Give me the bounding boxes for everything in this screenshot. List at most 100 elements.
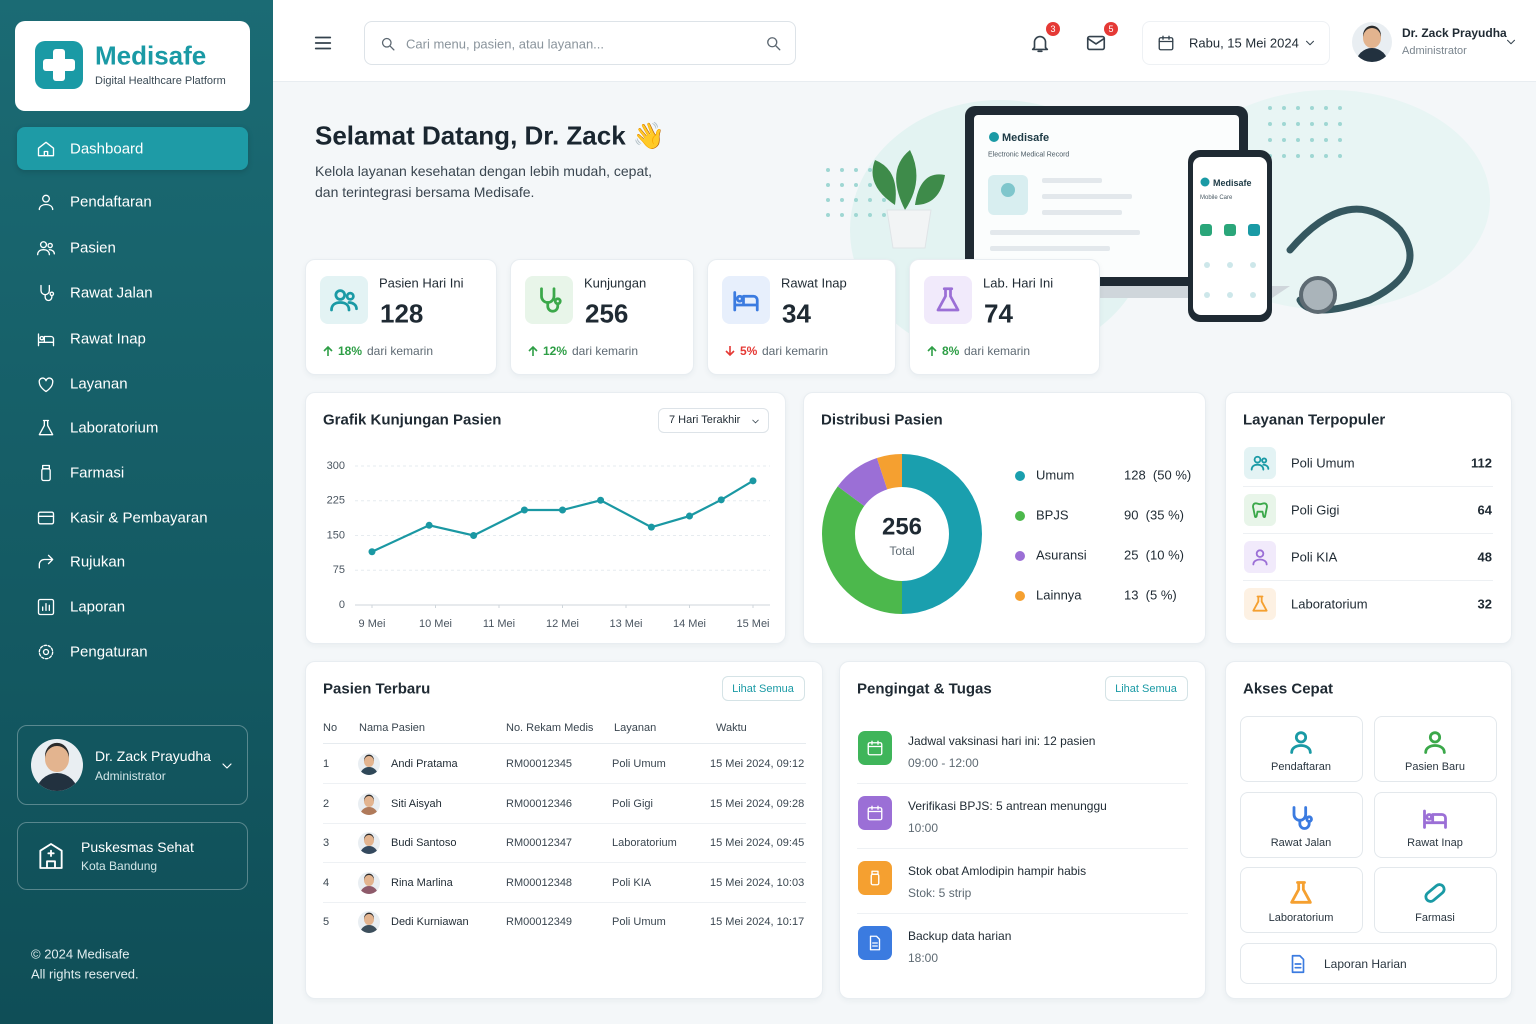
- search-box[interactable]: [364, 21, 796, 65]
- icon: [767, 37, 781, 51]
- avatar-body: [360, 767, 378, 775]
- illustration-part: [1296, 106, 1300, 110]
- trend-arrow: [323, 345, 333, 356]
- icon-part: [733, 291, 759, 312]
- icon-part: [1086, 35, 1106, 51]
- table-cell: RM00012349: [506, 916, 573, 928]
- divider: [857, 783, 1188, 784]
- quick-label: Laboratorium: [1268, 912, 1334, 924]
- search-placeholder: Cari menu, pasien, atau layanan...: [406, 36, 605, 52]
- avatar-body: [360, 925, 378, 933]
- icon: [1424, 883, 1446, 903]
- illustration-part: [1324, 154, 1328, 158]
- avatar-body: [1356, 48, 1388, 62]
- icon-part: [1506, 39, 1516, 45]
- reminder-title: Jadwal vaksinasi hari ini: 12 pasien: [908, 734, 1096, 748]
- table-cell: Rina Marlina: [391, 876, 453, 889]
- icon: [1290, 881, 1312, 904]
- reminder-title: Backup data harian: [908, 929, 1012, 943]
- icon-part: [867, 740, 883, 748]
- avatar: [358, 832, 380, 854]
- icon-part: [222, 763, 232, 769]
- quick-tile[interactable]: [1374, 716, 1497, 782]
- logo-cross-h: [43, 59, 75, 71]
- icon: [37, 141, 55, 157]
- icon-part: [37, 249, 55, 256]
- icon-part: [47, 242, 53, 249]
- hero-subtitle: Kelola layanan kesehatan dengan lebih mu…: [315, 163, 653, 179]
- table-header: Nama Pasien: [359, 722, 426, 734]
- quick-tile[interactable]: [1240, 943, 1497, 984]
- table-cell: Poli Gigi: [612, 797, 653, 810]
- icon-part: [389, 45, 395, 51]
- hero-subtitle: dan terintegrasi bersama Medisafe.: [315, 184, 535, 200]
- table-header: No: [323, 722, 338, 734]
- quick-label: Rawat Inap: [1407, 837, 1463, 849]
- icon-part: [540, 287, 556, 304]
- icon-part: [867, 742, 883, 756]
- avatar-head: [45, 746, 69, 773]
- arrow-shape: [725, 346, 735, 357]
- icon: [1292, 806, 1313, 830]
- illustration-part: [1250, 292, 1256, 298]
- user-name: Dr. Zack Prayudha: [95, 748, 211, 764]
- footer-line: All rights reserved.: [31, 966, 139, 982]
- user-card[interactable]: [17, 725, 248, 805]
- card: [803, 392, 1206, 644]
- illustration-part: [1310, 122, 1314, 126]
- icon-part: [37, 333, 55, 347]
- view-all-button[interactable]: [722, 676, 805, 701]
- avatar-head: [364, 835, 374, 847]
- icon: [1291, 954, 1305, 974]
- view-all-button[interactable]: [1105, 676, 1188, 701]
- icon: [1252, 549, 1268, 566]
- icon: [1290, 731, 1312, 754]
- quick-tile[interactable]: [1240, 792, 1363, 858]
- date-picker[interactable]: [1142, 21, 1330, 65]
- icon-part: [43, 150, 49, 157]
- reminder-icon-bg: [858, 731, 892, 765]
- icon-part: [381, 37, 392, 48]
- icon-part: [1291, 954, 1305, 974]
- icon-part: [1250, 463, 1270, 471]
- icon-part: [869, 935, 881, 951]
- illustration-part: [1268, 106, 1272, 110]
- illustration-part: [1282, 106, 1286, 110]
- icon-part: [1086, 37, 1106, 45]
- illustration-part: [990, 246, 1110, 251]
- stat-note: dari kemarin: [572, 344, 639, 358]
- stat-label: Rawat Inap: [781, 275, 847, 291]
- period-select[interactable]: [658, 408, 769, 433]
- service-name: Laboratorium: [1291, 596, 1368, 612]
- icon: [38, 554, 54, 569]
- quick-tile[interactable]: [1240, 867, 1363, 933]
- stat-change: 12%: [543, 344, 568, 358]
- stat-value: 74: [984, 298, 1013, 329]
- illustration-part: [1310, 154, 1314, 158]
- stat-note: dari kemarin: [964, 344, 1031, 358]
- icon: [381, 37, 395, 51]
- illustration-part: [1268, 122, 1272, 126]
- chart-title: Distribusi Pasien: [821, 411, 943, 429]
- icon: [41, 464, 51, 482]
- illustration-part: [1310, 106, 1314, 110]
- illustration-part: [840, 183, 844, 187]
- illustration-part: [1200, 224, 1212, 236]
- icon: [1086, 35, 1106, 51]
- nav-label: Pendaftaran: [70, 193, 152, 211]
- header-user-name: Dr. Zack Prayudha: [1402, 26, 1507, 40]
- avatar-head: [1363, 27, 1381, 48]
- table-cell: Siti Aisyah: [391, 797, 442, 810]
- service-name: Poli Gigi: [1291, 502, 1340, 518]
- stat-value: 128: [380, 298, 424, 329]
- illustration-part: [826, 213, 830, 217]
- quick-tile[interactable]: [1240, 716, 1363, 782]
- section-title: Akses Cepat: [1243, 680, 1334, 698]
- reminder-icon-bg: [858, 861, 892, 895]
- quick-tile[interactable]: [1374, 792, 1497, 858]
- icon: [38, 644, 54, 660]
- stat-change: 5%: [740, 344, 758, 358]
- trend-arrow: [528, 345, 538, 356]
- nav-label: Farmasi: [70, 464, 125, 482]
- illustration-part: [1282, 154, 1286, 158]
